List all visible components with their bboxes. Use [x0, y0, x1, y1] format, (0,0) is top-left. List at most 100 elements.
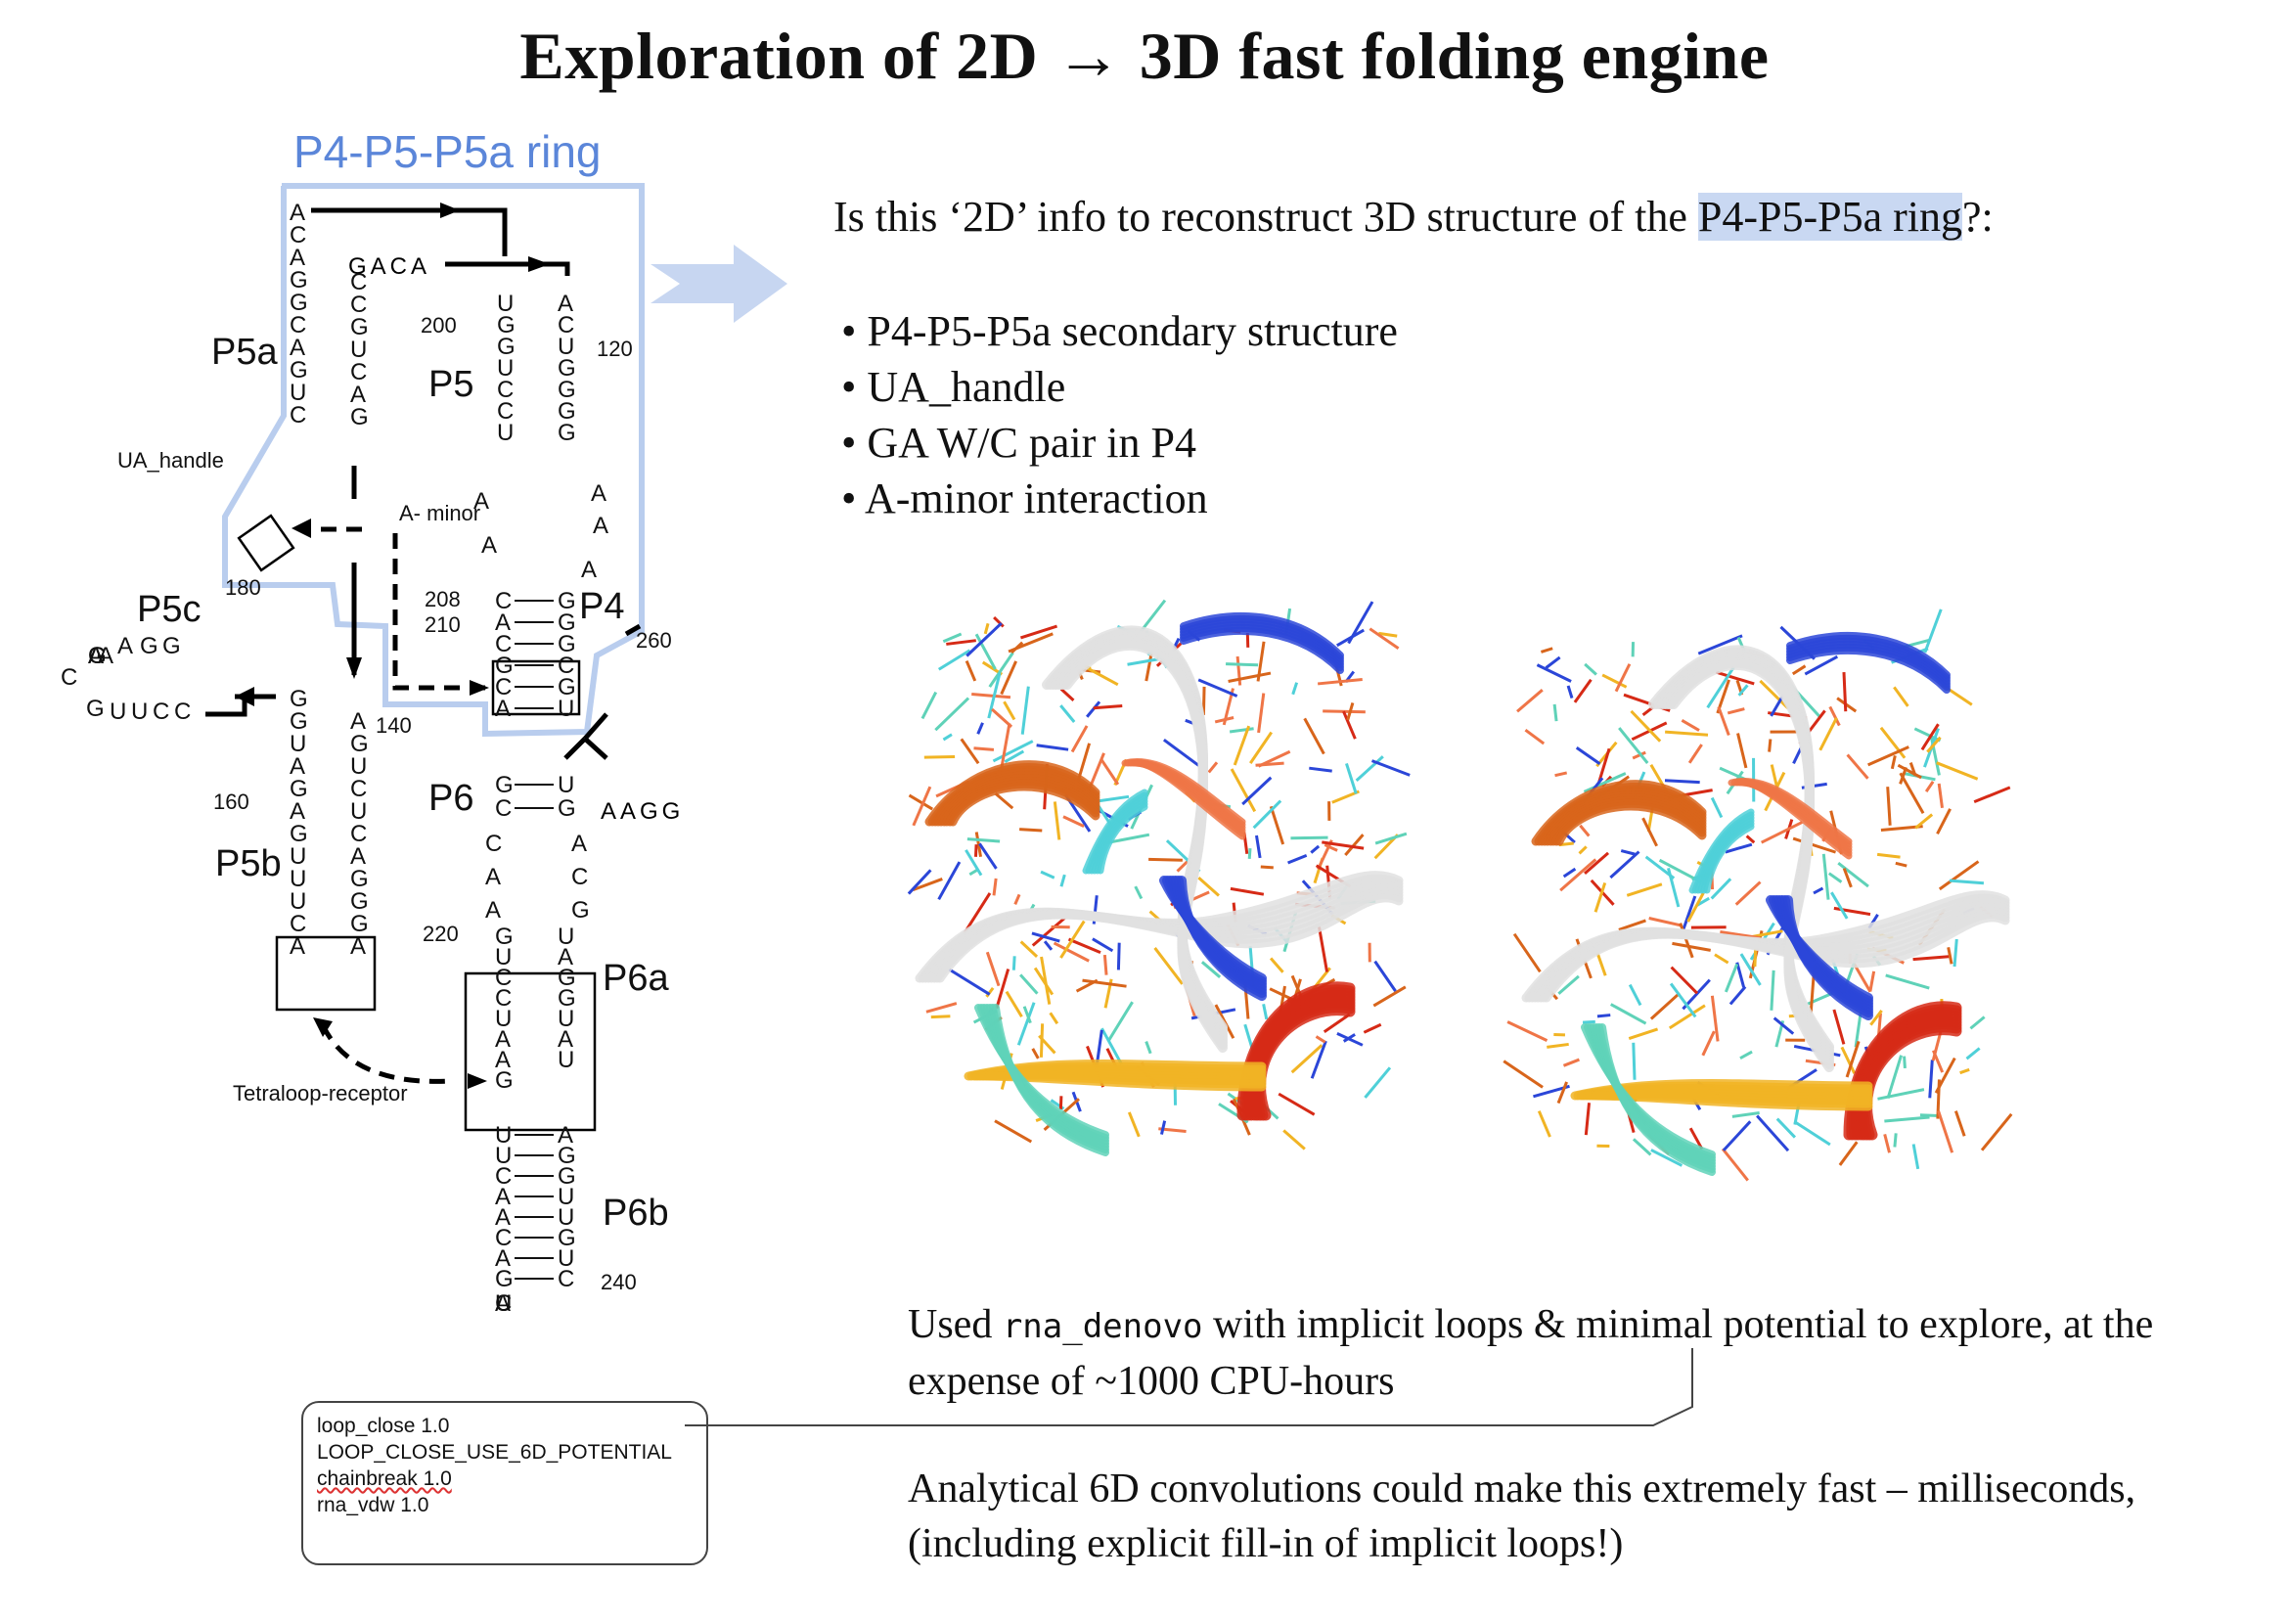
helix-label-P5b: P5b: [215, 843, 282, 884]
model-base-stick: [1919, 1113, 1939, 1117]
model-base-stick: [1552, 703, 1558, 722]
model-base-stick: [1596, 1014, 1611, 1018]
model-base-stick: [1665, 730, 1709, 737]
model-base-stick: [1893, 1133, 1898, 1148]
model-strand: [948, 782, 1100, 827]
model-base-stick: [988, 652, 1014, 688]
model-base-stick: [1043, 940, 1054, 951]
model-base-stick: [1628, 983, 1642, 1007]
model-base-stick: [1000, 660, 1018, 696]
nucleotide: G: [558, 420, 576, 446]
model-base-stick: [985, 951, 1001, 987]
nucleotide: G: [495, 1067, 514, 1094]
model-base-stick: [1877, 1088, 1925, 1101]
model-base-stick: [1260, 865, 1274, 870]
nucleotide: A: [558, 1026, 573, 1053]
nucleotide: G: [497, 312, 516, 338]
model-base-stick: [1233, 725, 1251, 766]
model-base-stick: [1706, 666, 1735, 709]
nucleotide: A: [495, 1290, 511, 1317]
model-base-stick: [1721, 1148, 1749, 1182]
nucleotide: G: [558, 631, 576, 657]
model-base-stick: [1761, 821, 1803, 844]
model-base-stick: [1363, 1022, 1382, 1034]
param-line: chainbreak 1.0: [317, 1467, 452, 1490]
model-base-stick: [1345, 762, 1358, 794]
model-strand: [1097, 803, 1148, 875]
model-base-stick: [1134, 885, 1144, 900]
nucleotide: C: [558, 1266, 574, 1292]
model-base-stick: [1336, 628, 1365, 648]
model-base-stick: [908, 793, 933, 811]
residue-number: 140: [376, 713, 412, 738]
nucleotide: A: [495, 1245, 511, 1272]
model-base-stick: [1562, 867, 1577, 879]
nucleotide: G: [350, 866, 369, 892]
model-base-stick: [1853, 963, 1872, 993]
model-base-stick: [1628, 1027, 1659, 1041]
model-base-stick: [1734, 880, 1762, 906]
model-base-stick: [992, 878, 998, 896]
nucleotide: C: [485, 831, 502, 857]
nucleotide: A: [495, 1184, 511, 1210]
model-base-stick: [1573, 678, 1593, 703]
model-base-stick: [992, 740, 1034, 763]
model-base-stick: [1303, 717, 1325, 755]
nucleotide: C: [495, 674, 512, 700]
param-line: loop_close 1.0: [317, 1415, 450, 1437]
nucleotide: C: [495, 1225, 512, 1251]
model-base-stick: [1342, 710, 1357, 740]
model-base-stick: [1937, 1109, 1954, 1153]
connector-line: [685, 1348, 1693, 1426]
model-base-stick: [923, 755, 956, 759]
nucleotide: A: [495, 609, 511, 636]
model-base-stick: [942, 632, 963, 644]
model-base-stick: [1019, 940, 1039, 958]
nucleotide: U: [495, 1143, 512, 1169]
model-base-stick: [1364, 1066, 1392, 1099]
model-base-stick: [1821, 853, 1830, 900]
model-base-stick: [1686, 892, 1705, 923]
loop-GACA: GACA: [348, 253, 430, 280]
note1-text: Used: [908, 1302, 1003, 1347]
model-base-stick: [1016, 1002, 1036, 1046]
model-strand: [1862, 1024, 1962, 1141]
model-base-stick: [1019, 624, 1058, 640]
model-base-stick: [1756, 1114, 1790, 1152]
nucleotide: G: [558, 355, 576, 382]
model-base-stick: [1230, 768, 1257, 813]
model-base-stick: [1374, 832, 1408, 845]
model-base-stick: [1019, 973, 1039, 995]
model-base-stick: [978, 842, 998, 870]
nucleotide: G: [495, 924, 514, 950]
nucleotide: G: [290, 776, 308, 802]
model-base-stick: [1717, 706, 1730, 737]
model-base-stick: [1584, 851, 1610, 876]
boxes: [237, 514, 597, 1132]
model-base-stick: [1582, 1019, 1595, 1024]
nucleotide: C: [558, 312, 574, 338]
nucleotide: A: [290, 798, 305, 825]
model-base-stick: [1773, 1016, 1795, 1035]
model-base-stick: [925, 1002, 958, 1014]
model-base-stick: [1793, 1120, 1831, 1147]
model-base-stick: [1832, 1009, 1846, 1045]
model-strand: [1255, 1005, 1356, 1121]
nucleotide: U: [497, 355, 514, 382]
nucleotide-A-minor: A: [473, 488, 489, 515]
dashed-arrowhead-3: [313, 1017, 333, 1037]
model-base-stick: [1837, 862, 1869, 888]
model-base-stick: [1669, 982, 1697, 1018]
nucleotide: A: [558, 291, 573, 317]
model-base-stick: [1033, 967, 1055, 996]
model-base-stick: [1197, 678, 1238, 698]
nucleotide: U: [350, 798, 367, 825]
model-base-stick: [1739, 1050, 1753, 1060]
model-base-stick: [1278, 1092, 1316, 1116]
model-base-stick: [1226, 662, 1259, 667]
model-base-stick: [1059, 920, 1086, 959]
model-base-stick: [1952, 938, 1958, 968]
model-base-stick: [1269, 805, 1285, 845]
model-base-stick: [1229, 727, 1254, 734]
model-base-stick: [1914, 813, 1934, 830]
